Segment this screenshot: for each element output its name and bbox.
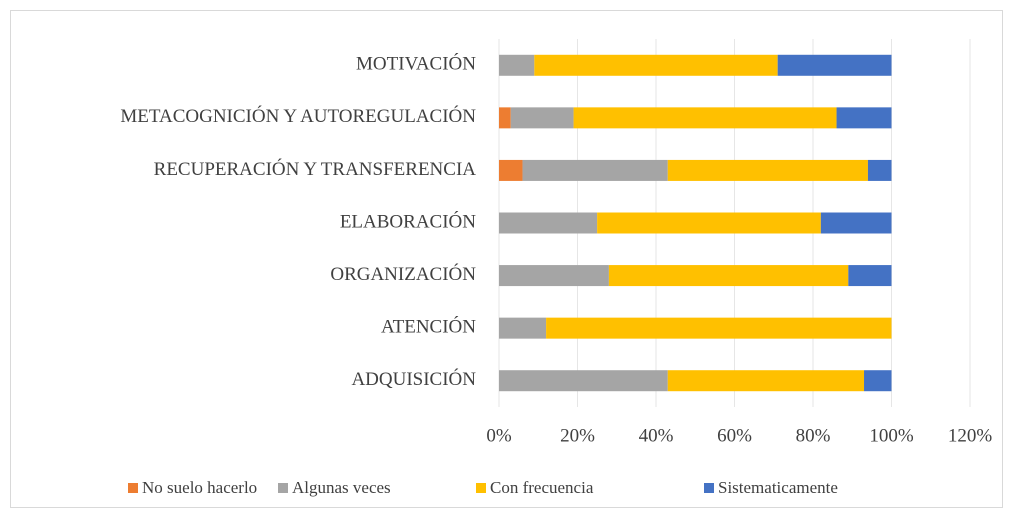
legend-swatch bbox=[476, 483, 486, 493]
x-tick-label: 60% bbox=[717, 425, 752, 446]
y-tick-label: ELABORACIÓN bbox=[340, 210, 476, 232]
legend: No suelo hacerlo Algunas veces Con frecuen… bbox=[128, 478, 838, 497]
x-tick-label: 20% bbox=[560, 425, 595, 446]
bar-segment bbox=[499, 370, 668, 392]
y-tick-label: ATENCIÓN bbox=[381, 316, 476, 338]
bar-segment bbox=[499, 107, 511, 129]
y-tick-label: MOTIVACIÓN bbox=[356, 53, 476, 75]
bar-segment bbox=[597, 212, 821, 234]
bar-segment bbox=[546, 317, 892, 339]
bar-segment bbox=[864, 370, 892, 392]
y-tick-label: RECUPERACIÓN Y TRANSFERENCIA bbox=[154, 158, 477, 180]
x-tick-label: 40% bbox=[639, 425, 674, 446]
bar-segment bbox=[848, 265, 892, 287]
bar-segment bbox=[499, 159, 523, 181]
bar-segment bbox=[573, 107, 837, 129]
x-tick-label: 0% bbox=[486, 425, 512, 446]
bar-segment bbox=[777, 54, 892, 76]
x-tick-label: 120% bbox=[948, 425, 993, 446]
legend-label: No suelo hacerlo bbox=[142, 478, 257, 497]
legend-label: Sistematicamente bbox=[718, 478, 838, 497]
bar-segment bbox=[499, 317, 547, 339]
legend-swatch bbox=[128, 483, 138, 493]
bar-segment bbox=[499, 212, 598, 234]
bar-segment bbox=[820, 212, 892, 234]
bar-segment bbox=[534, 54, 778, 76]
y-tick-label: ORGANIZACIÓN bbox=[330, 263, 476, 285]
x-tick-label: 80% bbox=[796, 425, 831, 446]
bar-segment bbox=[608, 265, 849, 287]
bar-segment bbox=[510, 107, 574, 129]
x-tick-label: 100% bbox=[869, 425, 914, 446]
legend-label: Algunas veces bbox=[292, 478, 391, 497]
chart-border bbox=[10, 10, 1003, 508]
legend-label: Con frecuencia bbox=[490, 478, 594, 497]
bar-segment bbox=[667, 370, 865, 392]
bar-segment bbox=[667, 159, 868, 181]
bar-segment bbox=[836, 107, 892, 129]
bar-segment bbox=[867, 159, 892, 181]
legend-swatch bbox=[704, 483, 714, 493]
bar-segment bbox=[499, 265, 609, 287]
y-tick-label: METACOGNICIÓN Y AUTOREGULACIÓN bbox=[120, 105, 476, 127]
legend-swatch bbox=[278, 483, 288, 493]
bar-segment bbox=[499, 54, 535, 76]
y-tick-label: ADQUISICIÓN bbox=[351, 368, 476, 390]
bar-segment bbox=[522, 159, 668, 181]
